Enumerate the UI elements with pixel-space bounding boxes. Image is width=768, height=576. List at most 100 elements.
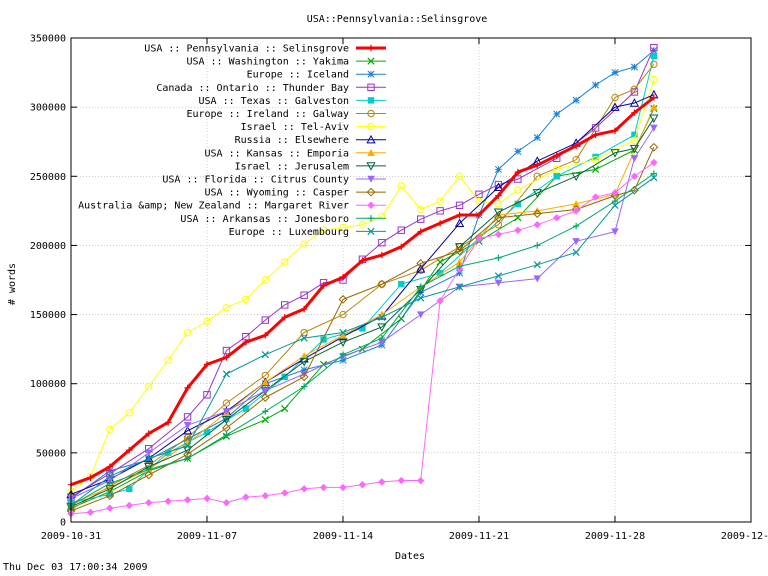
- data-point: [106, 463, 114, 470]
- series-line: [70, 173, 655, 506]
- data-point: [359, 257, 366, 264]
- data-point: [494, 230, 503, 239]
- data-point: [494, 165, 502, 173]
- data-point: [378, 212, 386, 221]
- data-point: [242, 405, 250, 412]
- data-point: [242, 295, 250, 304]
- data-point: [106, 504, 114, 512]
- data-point: [592, 81, 600, 89]
- data-point: [281, 489, 289, 497]
- data-point: [281, 314, 288, 321]
- data-point: [339, 274, 347, 281]
- data-point: [260, 393, 270, 402]
- data-point: [572, 155, 580, 164]
- data-point: [591, 155, 600, 164]
- data-point: [203, 494, 211, 503]
- data-point: [242, 493, 250, 501]
- data-point: [572, 200, 580, 208]
- data-point: [629, 144, 640, 154]
- data-point: [145, 382, 153, 391]
- data-point: [572, 222, 580, 230]
- data-point: [144, 462, 154, 472]
- legend-label: USA :: Texas :: Galveston: [198, 96, 349, 107]
- data-point: [300, 352, 308, 360]
- data-point: [378, 339, 386, 347]
- data-point: [650, 60, 658, 68]
- data-point: [378, 251, 386, 259]
- data-point: [339, 351, 347, 358]
- legend-marker: [367, 70, 375, 78]
- data-point: [183, 413, 192, 421]
- legend-label: USA :: Florida :: Citrus County: [162, 175, 349, 186]
- data-point: [261, 316, 269, 324]
- legend-label: Israel :: Jerusalem: [235, 161, 349, 172]
- series-line: [70, 146, 655, 512]
- data-point: [650, 43, 658, 52]
- data-point: [300, 366, 308, 374]
- data-point: [495, 192, 502, 199]
- data-point: [494, 279, 503, 287]
- data-point: [262, 408, 269, 415]
- data-point: [629, 98, 640, 107]
- data-point: [145, 430, 152, 437]
- legend-label: USA :: Washington :: Yakima: [186, 57, 349, 68]
- data-point: [359, 325, 366, 332]
- data-point: [221, 415, 232, 425]
- data-point: [281, 404, 289, 413]
- data-point: [611, 197, 619, 205]
- data-point: [320, 282, 327, 289]
- x-tick-label: 2009-12-05: [721, 531, 768, 542]
- data-point: [417, 294, 425, 302]
- data-point: [650, 94, 658, 101]
- data-point: [125, 409, 133, 417]
- data-point: [299, 357, 309, 367]
- x-tick-label: 2009-11-28: [585, 531, 645, 542]
- data-point: [319, 483, 328, 492]
- data-point: [222, 399, 231, 407]
- data-point: [106, 425, 114, 434]
- data-point: [145, 498, 153, 507]
- data-point: [378, 313, 386, 321]
- chart-title: USA::Pennsylvania::Selinsgrove: [307, 14, 488, 25]
- data-point: [144, 449, 153, 457]
- data-point: [493, 208, 504, 218]
- data-point: [514, 168, 522, 176]
- data-point: [339, 223, 347, 232]
- data-point: [300, 240, 308, 248]
- data-point: [184, 455, 191, 462]
- data-point: [164, 356, 172, 364]
- legend-label: Europe :: Iceland: [247, 70, 349, 81]
- data-point: [436, 197, 444, 205]
- data-point: [184, 435, 192, 443]
- data-point: [436, 207, 444, 215]
- data-point: [182, 446, 193, 455]
- data-point: [610, 149, 620, 158]
- legend-marker: [367, 97, 375, 104]
- series-12: [67, 158, 658, 518]
- data-point: [436, 269, 444, 277]
- data-point: [300, 328, 308, 337]
- data-point: [455, 258, 464, 266]
- data-point: [377, 323, 387, 332]
- data-point: [105, 491, 115, 501]
- data-point: [495, 254, 502, 262]
- data-point: [572, 142, 580, 150]
- data-point: [299, 372, 309, 382]
- data-point: [416, 258, 426, 268]
- data-point: [300, 383, 308, 390]
- legend-label: USA :: Arkansas :: Jonesboro: [180, 214, 349, 225]
- data-point: [534, 242, 541, 249]
- data-point: [416, 311, 425, 319]
- data-point: [106, 491, 114, 498]
- data-point: [475, 234, 483, 243]
- legend-marker: [367, 227, 375, 236]
- series-14: [67, 174, 658, 510]
- data-point: [650, 174, 658, 182]
- series-6: [67, 75, 658, 496]
- legend-marker: [367, 149, 375, 156]
- data-point: [571, 172, 581, 182]
- y-tick-label: 50000: [36, 448, 66, 459]
- data-point: [611, 93, 619, 102]
- data-point: [417, 283, 424, 291]
- data-point: [533, 220, 541, 229]
